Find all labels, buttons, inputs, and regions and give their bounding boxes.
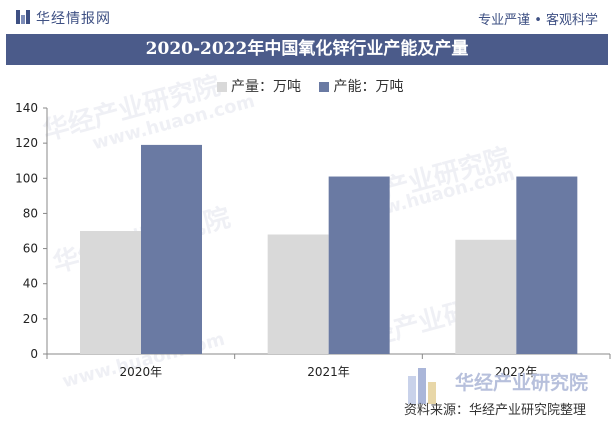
bar-production xyxy=(267,234,329,354)
legend: 产量：万吨 产能：万吨 xyxy=(217,76,417,96)
header-bar: 华经情报网 专业严谨 • 客观科学 xyxy=(0,0,614,32)
footer-logo-icon xyxy=(408,368,448,404)
source-note: 资料来源：华经产业研究院整理 xyxy=(404,403,587,418)
brand-name: 华经情报网 xyxy=(36,11,111,27)
legend-label-production: 产量：万吨 xyxy=(231,79,301,95)
bar-capacity xyxy=(328,176,390,354)
x-tick-label: 2022年 xyxy=(495,365,538,379)
legend-label-capacity: 产能：万吨 xyxy=(333,79,404,95)
footer-brand: 华经产业研究院 xyxy=(455,372,589,394)
y-tick-label: 20 xyxy=(23,312,38,326)
y-tick-label: 140 xyxy=(15,101,38,115)
tagline: 专业严谨 • 客观科学 xyxy=(478,13,598,28)
legend-item-production: 产量：万吨 xyxy=(217,76,301,96)
legend-swatch-capacity xyxy=(319,82,330,92)
chart-title: 2020-2022年中国氧化锌行业产能及产量 xyxy=(6,34,608,65)
legend-swatch-production xyxy=(217,82,227,92)
y-tick-label: 0 xyxy=(30,347,38,361)
legend-item-capacity: 产能：万吨 xyxy=(319,76,403,96)
y-tick-label: 80 xyxy=(23,206,38,220)
x-tick-label: 2020年 xyxy=(120,365,163,379)
brand-logo-icon xyxy=(16,10,30,24)
x-tick-label: 2021年 xyxy=(307,365,350,379)
bar-production xyxy=(80,231,141,354)
y-tick-label: 40 xyxy=(23,277,38,291)
bar-capacity xyxy=(141,144,202,354)
y-tick-label: 60 xyxy=(23,242,38,256)
bar-production xyxy=(455,239,517,354)
y-tick-label: 120 xyxy=(15,136,38,150)
y-tick-label: 100 xyxy=(15,171,38,185)
bar-capacity xyxy=(516,176,578,354)
